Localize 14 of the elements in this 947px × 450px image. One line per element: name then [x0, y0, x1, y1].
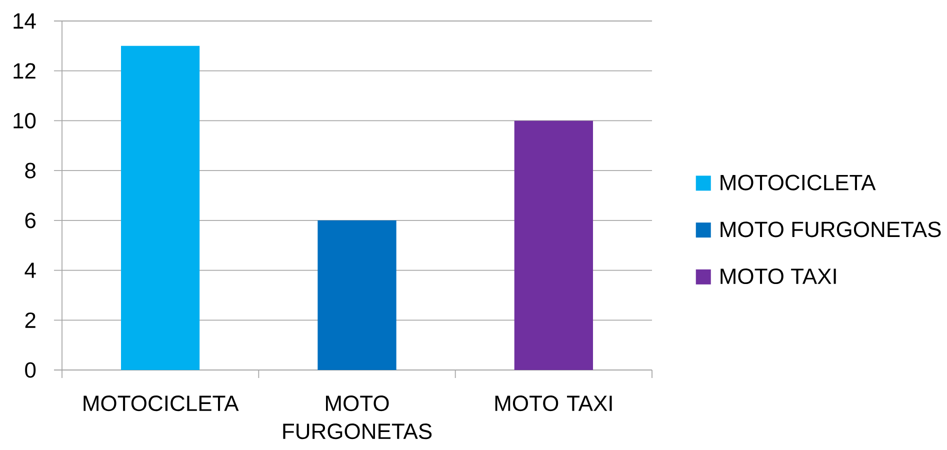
y-tick-label: 8 — [25, 162, 36, 178]
y-tick-label: 14 — [14, 13, 36, 29]
x-tick-label: MOTO FURGONETAS — [283, 396, 432, 440]
x-tick-label: MOTO TAXI — [495, 396, 612, 412]
y-tick-label: 12 — [14, 63, 36, 79]
legend-label: MOTO FURGONETAS — [720, 222, 941, 238]
y-tick-label: 4 — [24, 262, 36, 278]
y-tick-label: 6 — [25, 212, 36, 228]
legend-label: MOTO TAXI — [720, 268, 836, 284]
y-tick-label: 2 — [25, 312, 36, 328]
y-tick-label: 0 — [25, 362, 36, 378]
x-tick-label: MOTOCICLETA — [84, 396, 239, 412]
legend-label: MOTOCICLETA — [720, 174, 876, 190]
y-tick-label: 10 — [14, 112, 36, 129]
